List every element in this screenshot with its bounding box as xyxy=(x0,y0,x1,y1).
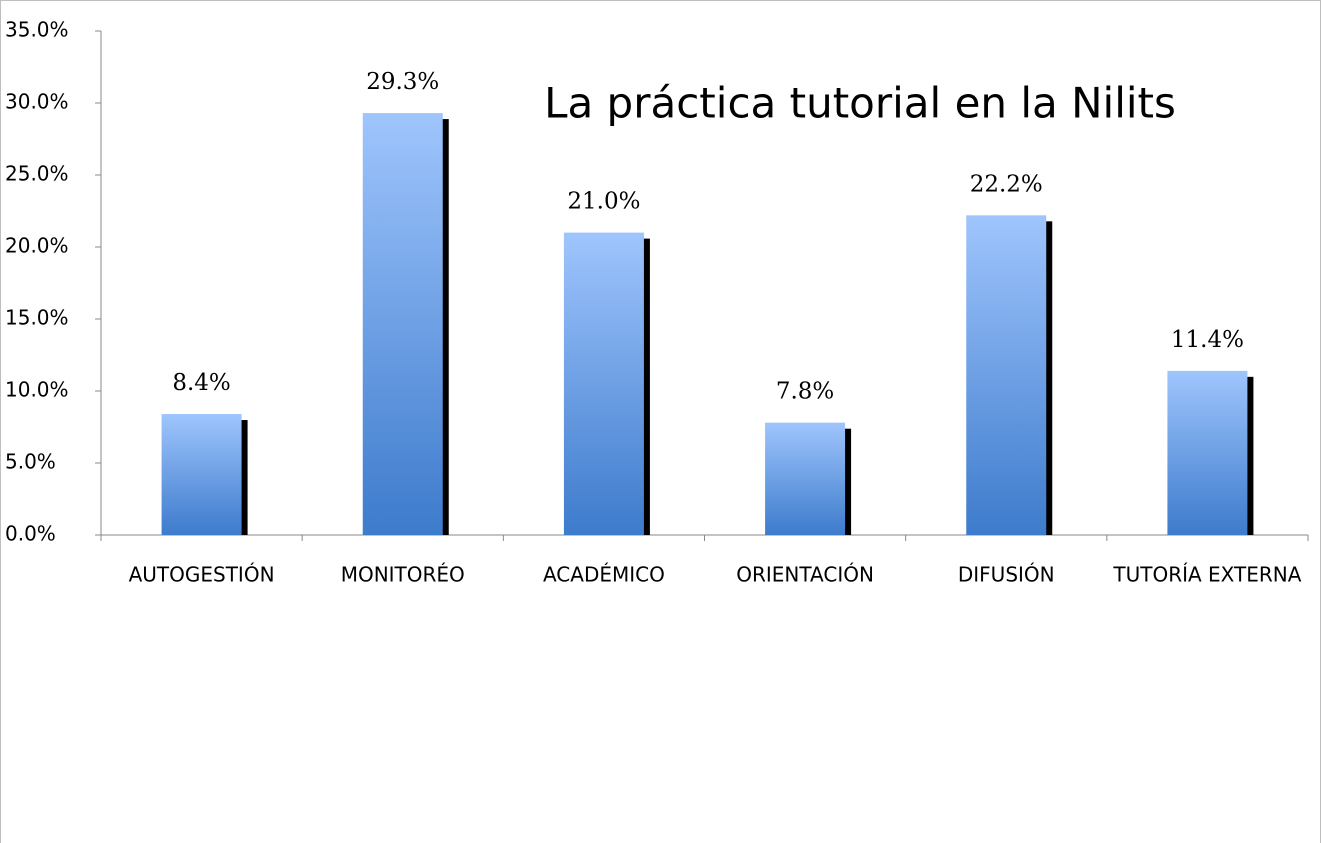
y-tick-label: 20.0% xyxy=(5,234,69,258)
y-tick-label: 0.0% xyxy=(5,522,56,546)
bar xyxy=(966,215,1047,535)
bar xyxy=(161,414,242,535)
x-tick-label: ACADÉMICO xyxy=(543,563,665,587)
x-tick-label: AUTOGESTIÓN xyxy=(129,563,275,587)
value-label: 21.0% xyxy=(567,189,640,215)
y-tick-label: 15.0% xyxy=(5,306,69,330)
chart-title: La práctica tutorial en la Nilits xyxy=(544,79,1176,128)
bar xyxy=(362,113,443,535)
x-tick-label: MONITORÉO xyxy=(341,563,465,587)
bar xyxy=(563,232,644,535)
value-label: 29.3% xyxy=(366,69,439,95)
value-label: 11.4% xyxy=(1171,327,1244,353)
value-label: 22.2% xyxy=(970,171,1043,197)
x-tick-label: TUTORÍA EXTERNA xyxy=(1112,563,1301,587)
y-tick-label: 25.0% xyxy=(5,162,69,186)
x-tick-label: ORIENTACIÓN xyxy=(736,563,874,587)
bar xyxy=(1167,370,1248,535)
value-label: 8.4% xyxy=(172,370,230,396)
y-tick-label: 30.0% xyxy=(5,90,69,114)
y-tick-label: 35.0% xyxy=(5,18,69,42)
x-tick-label: DIFUSIÓN xyxy=(958,563,1055,587)
y-tick-label: 10.0% xyxy=(5,378,69,402)
bar xyxy=(765,422,846,535)
y-tick-label: 5.0% xyxy=(5,450,56,474)
value-label: 7.8% xyxy=(776,379,834,405)
